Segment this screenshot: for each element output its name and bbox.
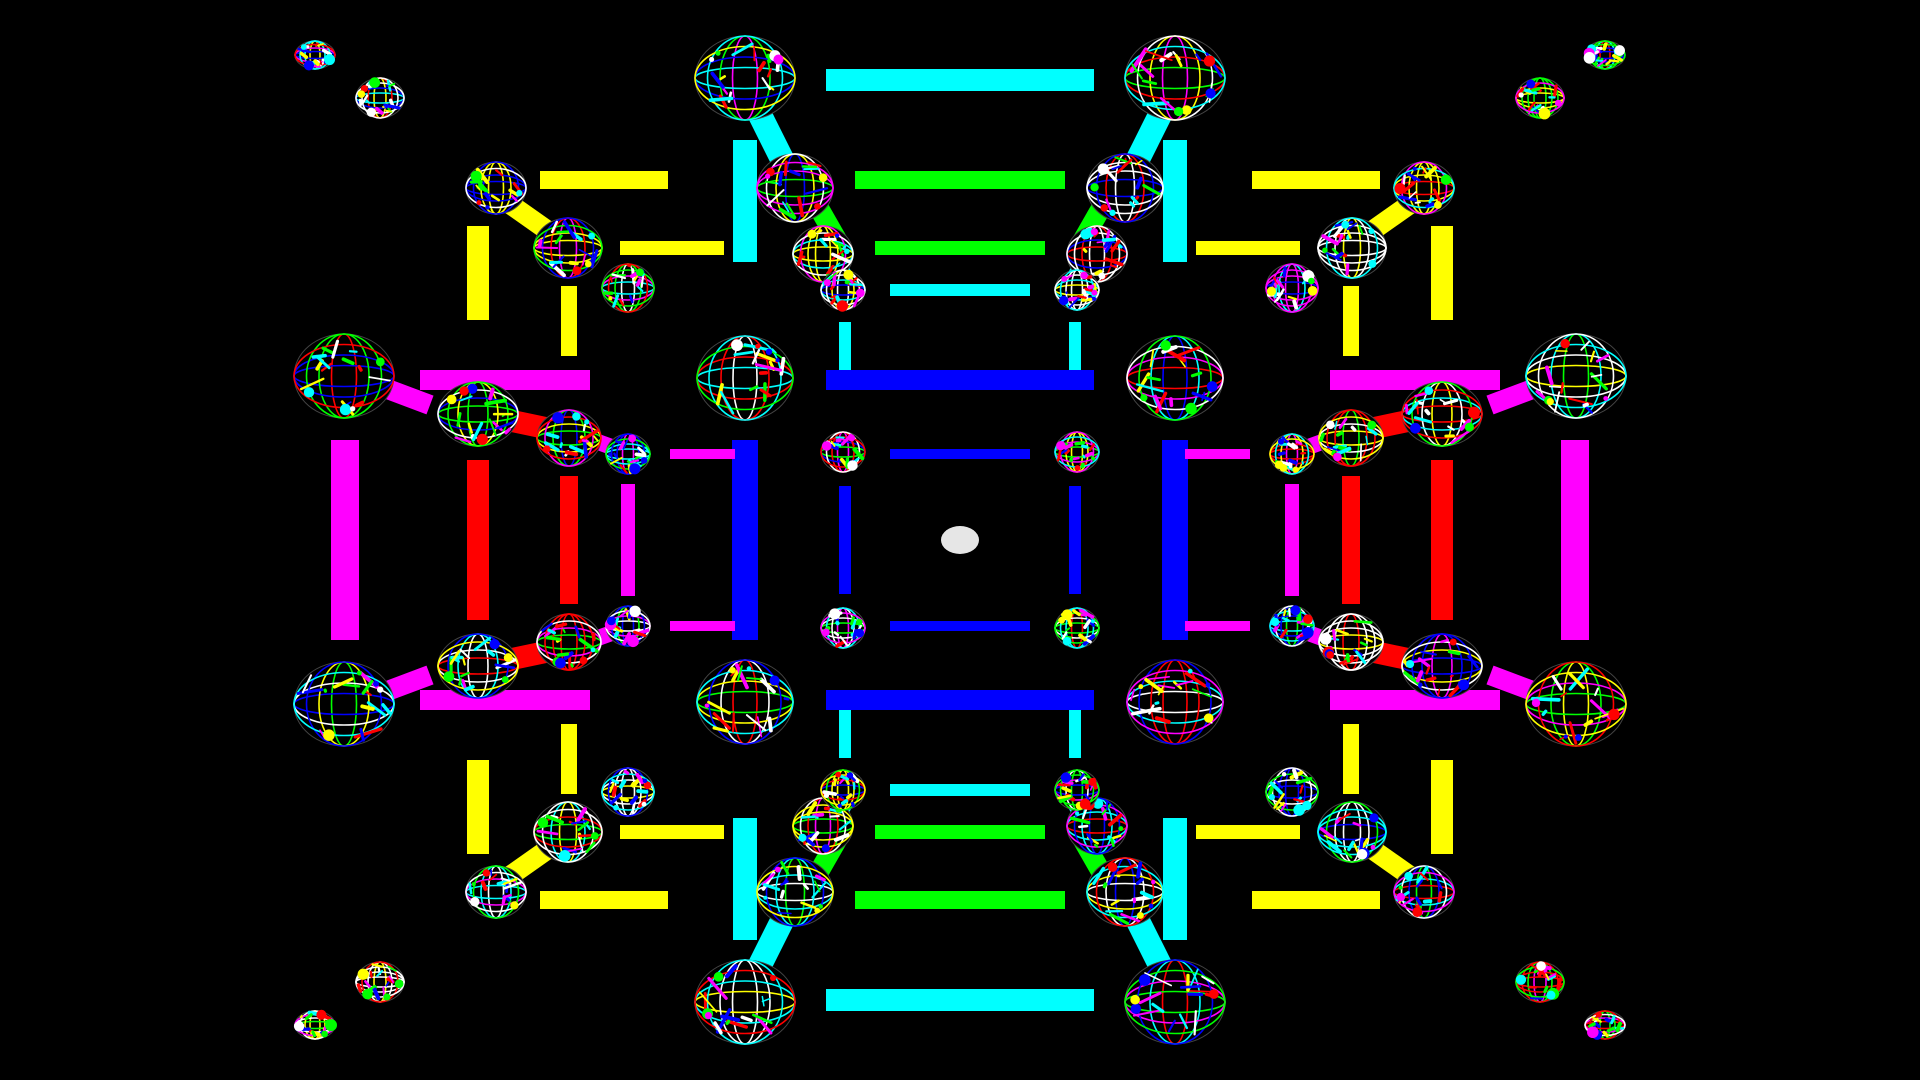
ornament-sphere [601,263,655,313]
ornament-sphere [1525,333,1627,419]
ornament-sphere [694,959,796,1045]
ornament-sphere [533,217,603,279]
ornament-sphere [1318,613,1384,671]
bars-layer [331,69,1589,1011]
ornament-sphere [1265,263,1319,313]
ornament-sphere [1126,335,1224,421]
ornament-sphere [1393,865,1455,919]
ornament-sphere [465,161,527,215]
ornament-sphere [820,269,866,312]
ornament-sphere [1269,433,1315,475]
ornament-sphere [1124,35,1226,121]
ornament-sphere [355,77,405,119]
ornament-sphere [294,40,336,71]
ornament-sphere [696,335,794,421]
ornament-sphere [1583,40,1626,70]
ornament-sphere [1401,381,1483,447]
ornament-sphere [1086,153,1164,223]
center-dot [941,526,979,554]
ornament-sphere [756,857,834,927]
ornament-sphere [1054,269,1100,311]
ornament-sphere [1054,769,1100,811]
ornament-sphere [1318,409,1384,467]
ornament-sphere [605,433,651,475]
ornament-sphere [820,769,866,811]
ornament-sphere [1086,857,1164,927]
ornament-sphere [1126,659,1224,745]
ornament-sphere [1401,633,1483,699]
ornament-sphere [820,607,866,649]
ornament-sphere [1054,431,1100,473]
ornament-sphere [1265,767,1319,817]
ornament-sphere [437,633,519,699]
ornament-sphere [355,961,405,1003]
ornament-sphere [1317,217,1387,279]
ornament-sphere [792,225,854,283]
orbs-layer [293,35,1627,1045]
ornament-sphere [1124,959,1226,1045]
ornament-sphere [1515,77,1565,120]
ornament-sphere [293,333,395,419]
ornament-sphere [437,381,519,447]
ornament-sphere [536,409,602,467]
ornament-sphere [536,613,602,671]
ornament-sphere [1066,797,1128,855]
ornament-sphere [1515,961,1565,1003]
ornament-sphere [604,605,651,648]
ornament-sphere [1393,161,1455,215]
ornament-sphere [1269,605,1315,647]
ornament-sphere [533,801,603,863]
ornament-sphere [601,767,655,817]
ornament-sphere [1317,801,1387,863]
ornament-sphere [465,865,527,919]
ornament-sphere [1584,1010,1626,1040]
ornament-sphere [1054,607,1100,649]
ornament-sphere [293,661,395,747]
ornament-sphere [820,431,866,473]
ornament-sphere [756,153,834,223]
ornament-sphere [293,1009,337,1040]
ornament-sphere [1525,661,1627,747]
ornament-sphere [696,659,794,745]
ornament-sphere [694,35,796,121]
